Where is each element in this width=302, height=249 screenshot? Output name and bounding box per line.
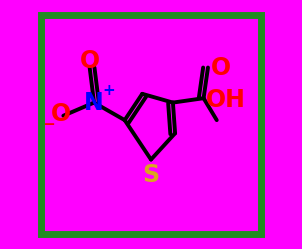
Text: O: O [80, 49, 100, 73]
Text: N: N [84, 91, 104, 115]
Text: O: O [211, 56, 231, 79]
Text: OH: OH [206, 88, 246, 112]
Text: −: − [43, 117, 56, 132]
Text: S: S [143, 163, 159, 187]
Text: O: O [51, 102, 71, 125]
Text: +: + [102, 83, 115, 98]
